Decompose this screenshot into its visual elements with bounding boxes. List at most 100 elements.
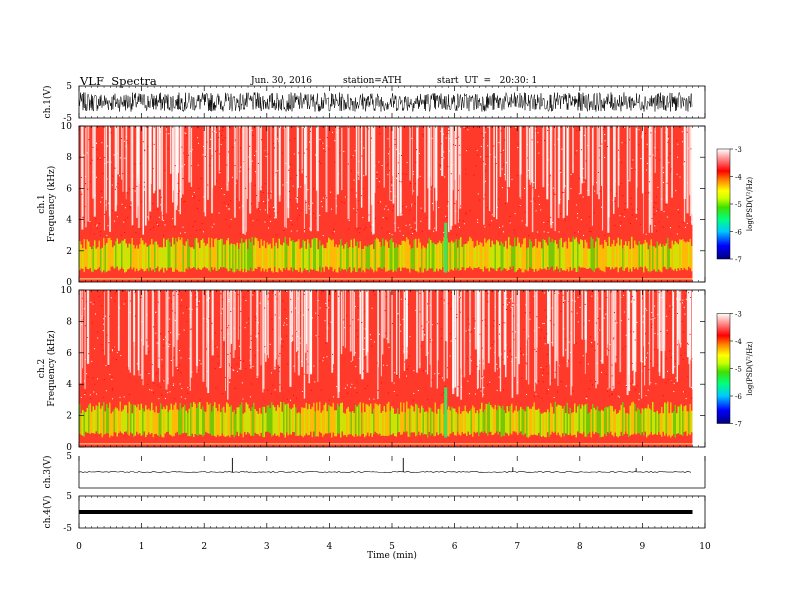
ch1-spectrogram-band-cell xyxy=(685,242,687,270)
ch2-spectrogram-band-cell xyxy=(346,408,348,437)
ch2-spectrogram-band-cell xyxy=(233,409,235,438)
ch2-spectrogram-speckle xyxy=(86,336,88,338)
ch2-spectrogram-speckle xyxy=(268,292,270,294)
ch2-spectrogram-band-cell xyxy=(208,404,210,434)
ch1-spectrogram-speckle xyxy=(501,168,503,170)
ch1-spectrogram-speckle xyxy=(93,233,95,235)
ch1-spectrogram-band-cell xyxy=(265,248,267,270)
ch2-spectrogram-speckle xyxy=(650,360,652,362)
ch2-spectrogram-band-cell xyxy=(464,405,466,434)
ch2-spectrogram-streak xyxy=(581,290,583,340)
ch1-spectrogram-speckle xyxy=(226,205,228,207)
ch2-spectrogram-speckle xyxy=(504,350,506,352)
ch2-spectrogram-streak xyxy=(128,290,130,370)
ch2-spectrogram-speckle xyxy=(180,396,182,398)
ch1-spectrogram-streak xyxy=(529,126,531,186)
ch2-spectrogram-speckle xyxy=(156,339,158,341)
ch1-spectrogram-speckle xyxy=(82,216,84,218)
ch2-spectrogram-speckle xyxy=(496,363,498,365)
ch1-spectrogram-band-cell xyxy=(619,245,621,269)
ch1-spectrogram-speckle xyxy=(132,225,134,227)
ch2-spectrogram-speckle xyxy=(239,327,241,329)
ch1-spectrogram-streak xyxy=(355,126,357,198)
ch1-spectrogram-speckle xyxy=(376,171,378,173)
ch1-spectrogram-streak xyxy=(125,126,128,192)
ch1-spectrogram-streak xyxy=(412,126,413,195)
ch1-spectrogram-speckle xyxy=(326,137,328,139)
ch2-spectrogram-streak xyxy=(664,290,666,351)
ch1-spectrogram-band-cell xyxy=(632,248,634,268)
ch2-spectrogram-speckle xyxy=(388,346,390,348)
ch1-spectrogram-band-cell xyxy=(107,237,109,271)
ch1-spectrogram-band-cell xyxy=(418,238,420,273)
ch1-spectrogram-speckle xyxy=(624,209,626,211)
ch2-spectrogram-speckle xyxy=(546,390,548,392)
ch1-spectrogram-speckle xyxy=(684,226,686,228)
ch1-spectrogram-streak xyxy=(122,126,124,192)
ch2-spectrogram-streak xyxy=(365,290,368,356)
ch2-spectrogram-speckle xyxy=(493,341,495,343)
ch2-spectrogram-band-cell xyxy=(143,411,145,432)
ch2-spectrogram-speckle xyxy=(120,355,122,357)
ch1-spectrogram-band-cell xyxy=(253,245,255,272)
ch1-spectrogram-speckle xyxy=(101,142,103,144)
ch2-spectrogram-speckle xyxy=(542,374,544,376)
ch2-spectrogram-speckle xyxy=(119,396,121,398)
ch1-spectrogram-speckle xyxy=(597,171,599,173)
ch2-spectrogram-speckle xyxy=(344,387,346,389)
ch1-spectrogram-speckle xyxy=(265,202,267,204)
ch2-spectrogram-speckle xyxy=(503,389,505,391)
ch2-spectrogram-speckle xyxy=(145,371,147,373)
ch2-spectrogram-band-cell xyxy=(467,413,469,432)
ch2-spectrogram-speckle xyxy=(417,390,419,392)
ch2-spectrogram-speckle xyxy=(576,312,578,314)
ch2-spectrogram-band-cell xyxy=(359,402,361,437)
ch2-spectrogram-band-cell xyxy=(169,409,171,435)
ch2-spectrogram-speckle xyxy=(206,371,208,373)
ch2-spectrogram-speckle xyxy=(211,322,213,324)
ch1-spectrogram-speckle xyxy=(339,152,341,154)
ch1-spectrogram-speckle xyxy=(517,147,519,149)
ch2-spectrogram-speckle xyxy=(125,300,127,302)
ch1-spectrogram-speckle xyxy=(127,142,129,144)
ch1-spectrogram-speckle xyxy=(503,150,505,152)
ch2-spectrogram-speckle xyxy=(332,353,334,355)
ch2-spectrogram-speckle xyxy=(92,322,94,324)
ch2-spectrogram-speckle xyxy=(533,395,535,397)
ch1-spectrogram-speckle xyxy=(150,216,152,218)
ch2-spectrogram-colorbar-tick-label: -7 xyxy=(735,421,742,429)
ch1-spectrogram-band-cell xyxy=(638,241,640,268)
ch2-spectrogram-band-cell xyxy=(124,405,126,432)
ch1-spectrogram-speckle xyxy=(473,174,475,176)
ch1-spectrogram-speckle xyxy=(359,177,361,179)
ch1-spectrogram-speckle xyxy=(650,132,652,134)
ch2-spectrogram-speckle xyxy=(682,331,684,333)
ch1-spectrogram-speckle xyxy=(254,184,256,186)
ch1-spectrogram-speckle xyxy=(668,162,670,164)
ch1-spectrogram-speckle xyxy=(469,210,471,212)
ch1-spectrogram-streak xyxy=(149,126,152,178)
ch1-spectrogram-speckle xyxy=(273,208,275,210)
ch2-spectrogram-speckle xyxy=(603,317,605,319)
ch2-spectrogram-band-cell xyxy=(619,410,621,436)
x-tick-label: 5 xyxy=(389,542,395,552)
ch2-spectrogram-speckle xyxy=(354,306,356,308)
ch1-spectrogram-speckle xyxy=(150,228,152,230)
ch2-spectrogram-ytick-label: 8 xyxy=(66,317,72,327)
ch1-spectrogram-speckle xyxy=(111,184,113,186)
ch1-spectrogram-speckle xyxy=(502,225,504,227)
ch2-spectrogram-band-cell xyxy=(278,407,280,437)
ch1-spectrogram-speckle xyxy=(264,150,266,152)
ch1-spectrogram-band-cell xyxy=(352,247,354,272)
ch1-spectrogram-speckle xyxy=(350,170,352,172)
ch1-spectrogram-speckle xyxy=(202,231,204,233)
ch2-spectrogram-speckle xyxy=(397,313,399,315)
ch1-spectrogram-speckle xyxy=(446,217,448,219)
ch1-spectrogram-band-cell xyxy=(497,241,499,269)
ch1-spectrogram-band-cell xyxy=(592,238,594,271)
ch2-spectrogram-streak xyxy=(305,290,307,353)
ch1-spectrogram-speckle xyxy=(231,176,233,178)
ch2-spectrogram-speckle xyxy=(441,337,443,339)
ch1-spectrogram-streak xyxy=(172,126,175,191)
ch1-spectrogram-band-cell xyxy=(280,244,282,271)
